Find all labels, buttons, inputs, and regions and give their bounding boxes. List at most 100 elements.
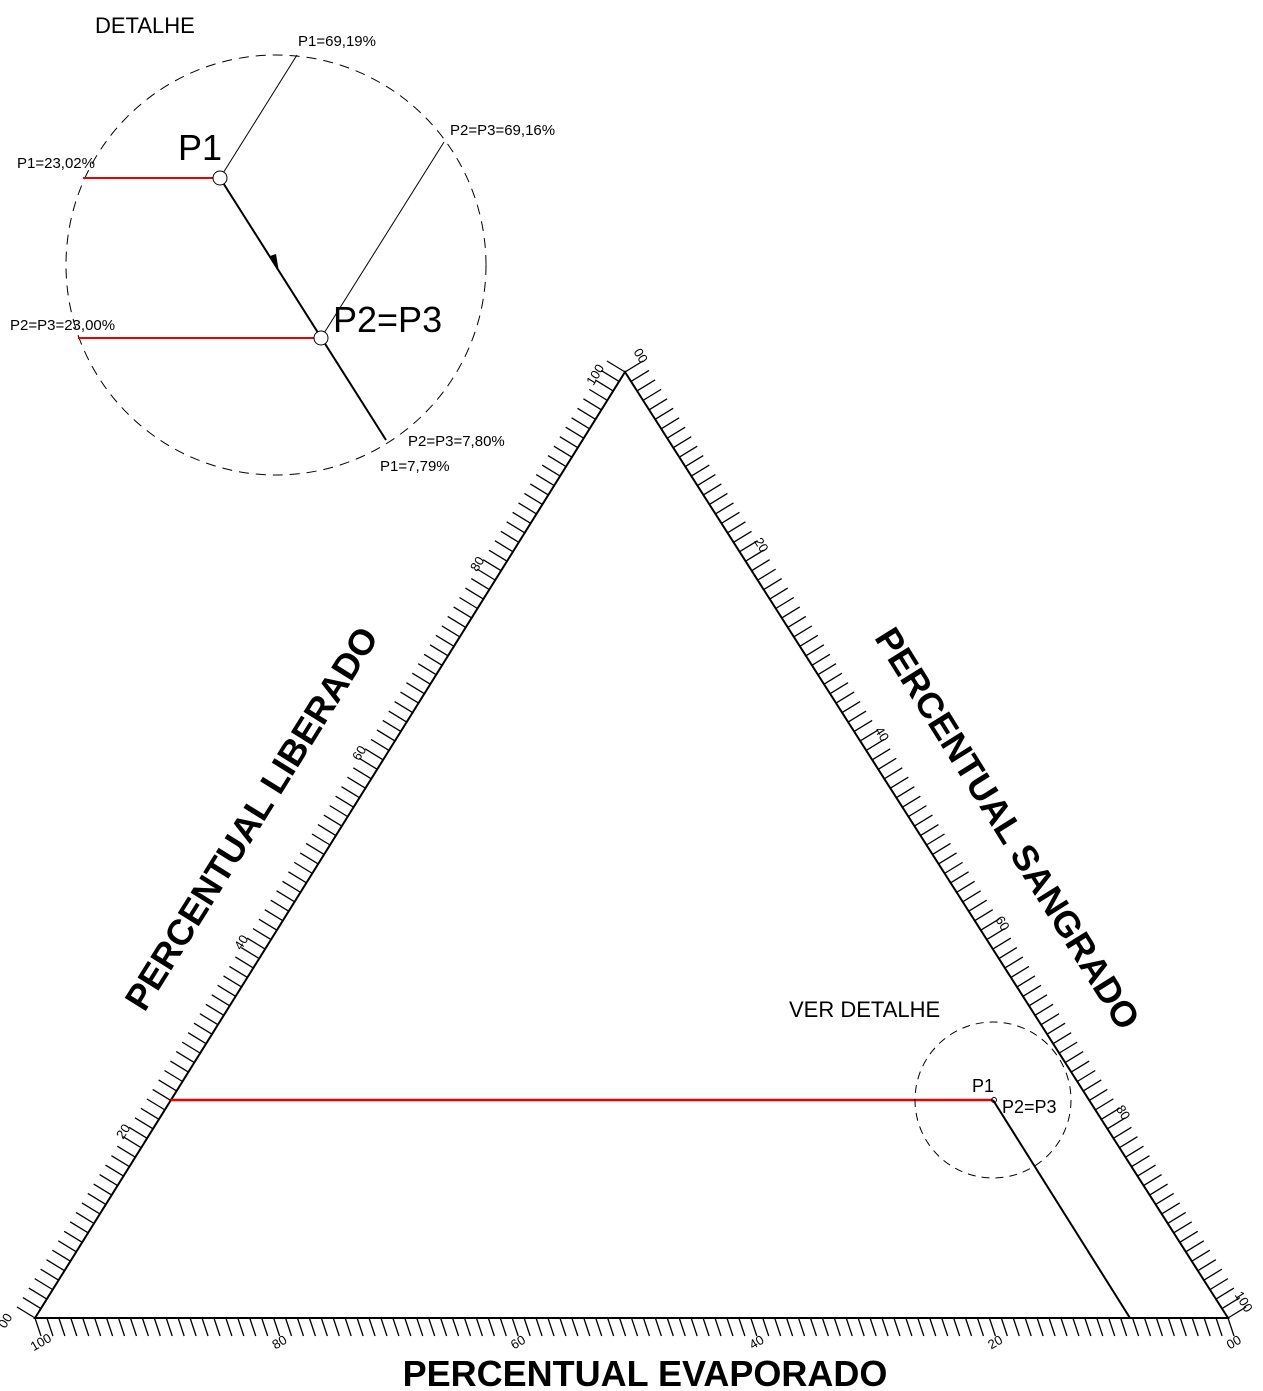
tick xyxy=(170,1060,189,1073)
tick xyxy=(1060,1317,1068,1337)
tick xyxy=(352,767,372,780)
tick xyxy=(956,880,975,893)
tick xyxy=(781,606,801,619)
tick xyxy=(199,1013,219,1026)
tick xyxy=(733,530,752,543)
tick xyxy=(406,682,425,695)
tick xyxy=(709,492,728,505)
tick-label: 40 xyxy=(747,1332,767,1352)
tick xyxy=(201,1317,209,1337)
point xyxy=(313,330,329,346)
tick xyxy=(1016,975,1036,988)
tick xyxy=(394,701,413,714)
tick xyxy=(1143,1317,1152,1337)
tick xyxy=(1113,1126,1132,1139)
tick xyxy=(1137,1164,1156,1177)
tick xyxy=(869,1317,877,1337)
tick-label: 100 xyxy=(1232,1288,1256,1314)
tick xyxy=(193,1022,213,1035)
point xyxy=(991,1097,997,1103)
tick xyxy=(559,1317,567,1337)
tick xyxy=(1120,1317,1128,1337)
tick xyxy=(284,1317,293,1337)
tick xyxy=(344,1317,352,1337)
label: P2=P3 xyxy=(333,299,442,340)
tick xyxy=(69,1221,89,1234)
tick xyxy=(690,1317,698,1337)
tick xyxy=(134,1117,154,1130)
tick xyxy=(865,738,885,751)
tick xyxy=(571,417,590,430)
tick xyxy=(799,634,819,647)
tick xyxy=(739,540,758,553)
tick xyxy=(793,625,813,638)
tick xyxy=(630,1317,639,1337)
detail-title: DETALHE xyxy=(95,13,195,38)
tick xyxy=(678,1317,686,1337)
tick xyxy=(270,899,290,912)
tick xyxy=(980,918,1000,931)
tick-label: 60 xyxy=(349,743,369,763)
tick xyxy=(1046,1022,1066,1035)
tick xyxy=(217,984,236,997)
tick xyxy=(296,1317,305,1337)
tick xyxy=(666,1317,674,1337)
tick xyxy=(697,473,716,487)
tick xyxy=(745,549,764,562)
tick xyxy=(181,1041,201,1054)
tick xyxy=(541,464,561,477)
tick xyxy=(811,653,831,666)
tick xyxy=(258,918,278,931)
tick xyxy=(347,776,366,789)
tick xyxy=(642,1317,651,1337)
tick xyxy=(476,568,496,581)
tick xyxy=(881,1317,889,1337)
tick xyxy=(140,1107,160,1120)
tick xyxy=(727,521,746,534)
tick xyxy=(1082,1079,1102,1092)
tick xyxy=(341,786,360,799)
tick xyxy=(565,426,585,439)
tick xyxy=(1149,1183,1168,1196)
tick xyxy=(809,1317,818,1337)
tick xyxy=(475,1317,484,1337)
tick xyxy=(929,1317,937,1337)
tick xyxy=(376,729,396,742)
tick xyxy=(805,644,825,657)
tick xyxy=(1197,1259,1217,1272)
tick xyxy=(411,672,431,685)
tick xyxy=(757,568,776,581)
tick xyxy=(240,946,260,960)
tick xyxy=(841,701,861,714)
tick xyxy=(1131,1155,1150,1168)
tick xyxy=(952,1317,961,1337)
tick xyxy=(335,795,354,808)
tick xyxy=(261,1317,269,1337)
tick xyxy=(46,1259,65,1272)
tick xyxy=(364,748,384,761)
tick xyxy=(817,663,837,676)
tick xyxy=(129,1317,138,1337)
tick xyxy=(889,776,909,789)
tick xyxy=(282,880,301,893)
tick xyxy=(974,909,994,922)
tick xyxy=(323,814,343,827)
label: P1=23,02% xyxy=(17,155,95,172)
tick xyxy=(187,1032,207,1045)
tick xyxy=(1191,1317,1199,1337)
tick xyxy=(642,388,662,401)
tick xyxy=(370,738,390,751)
tick xyxy=(1024,1317,1032,1337)
tick-label: 80 xyxy=(467,554,487,574)
tick xyxy=(823,672,843,685)
tick xyxy=(94,1317,102,1337)
tick xyxy=(368,1317,376,1337)
tick xyxy=(666,426,686,439)
label: VER DETALHE xyxy=(789,997,940,1022)
tick xyxy=(600,369,620,383)
tick-label: 60 xyxy=(992,913,1012,933)
tick xyxy=(141,1317,149,1337)
tick xyxy=(164,1069,183,1083)
tick xyxy=(583,1317,591,1337)
tick xyxy=(105,1164,124,1177)
